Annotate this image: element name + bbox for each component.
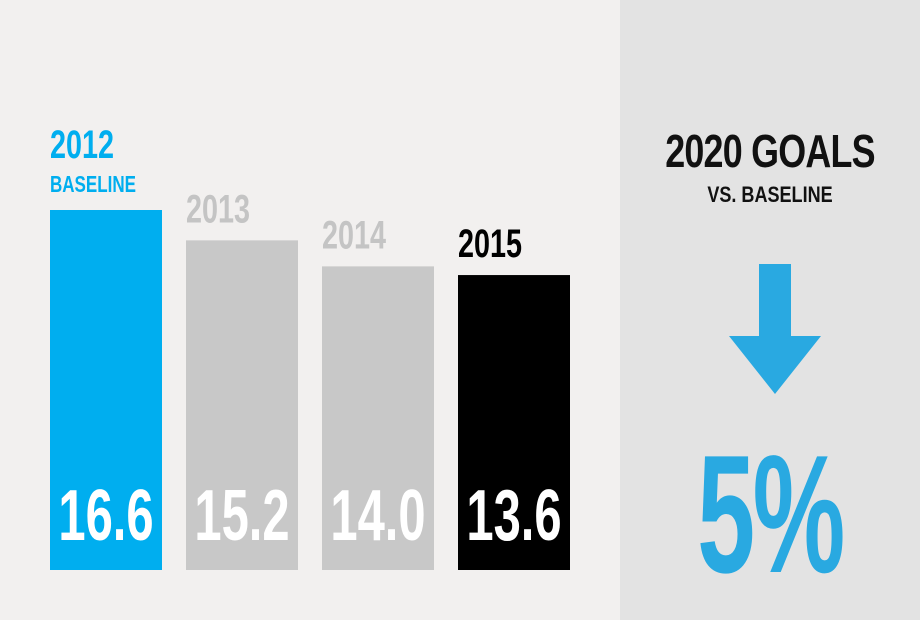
- category-label: 2013: [186, 187, 250, 232]
- category-label: 2012: [50, 122, 114, 167]
- bar-value-label: 13.6: [466, 476, 561, 557]
- bar-2015: [458, 275, 570, 570]
- bar-chart-svg: 16.6 2012 BASELINE 15.2 2013 14.0 2014 13.6 2015: [50, 122, 570, 570]
- bar-chart: 16.6 2012 BASELINE 15.2 2013 14.0 2014 13.6 2015: [50, 122, 570, 570]
- goals-title: 2020 GOALS: [665, 125, 875, 177]
- bar-value-label: 14.0: [330, 476, 425, 557]
- category-label: 2015: [458, 221, 522, 266]
- arrow-down-icon: [729, 264, 821, 394]
- bar-value-label: 15.2: [194, 476, 289, 557]
- bar-2012: [50, 210, 162, 570]
- bar-2014: [322, 266, 434, 570]
- goals-subtitle: VS. BASELINE: [707, 182, 833, 207]
- bar-2013: [186, 240, 298, 570]
- category-note-label: BASELINE: [50, 173, 136, 198]
- bar-value-label: 16.6: [58, 476, 153, 557]
- category-label: 2014: [322, 213, 387, 258]
- goals-panel: 2020 GOALS VS. BASELINE 5%: [620, 0, 920, 620]
- goal-percentage: 5%: [697, 420, 845, 608]
